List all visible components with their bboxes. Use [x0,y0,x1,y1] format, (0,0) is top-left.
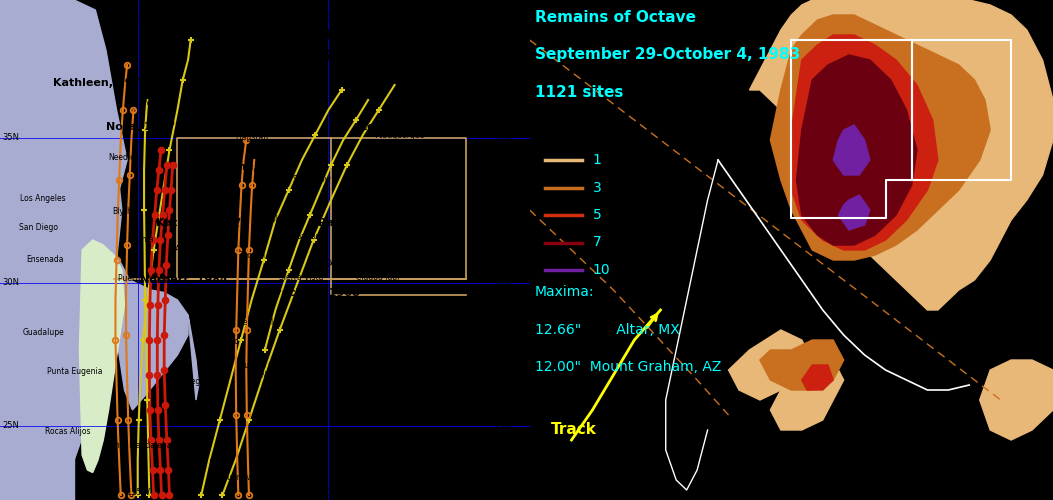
Text: 1: 1 [593,153,601,167]
Text: Maxima:: Maxima: [535,285,594,299]
Text: Hyacinth, 1968: Hyacinth, 1968 [265,288,359,298]
Text: Norbert, 1984: Norbert, 1984 [140,275,229,285]
Text: Safford: Safford [297,232,324,241]
Text: 3: 3 [593,180,601,194]
Text: Guadalupe: Guadalupe [22,328,64,337]
Text: 1121 sites: 1121 sites [535,85,623,100]
Text: Bahia Magdalena: Bahia Magdalena [105,442,172,450]
Text: Cuidad Obregon: Cuidad Obregon [239,362,301,370]
Text: Chihua: Chihua [381,326,409,334]
Text: Los Mochis: Los Mochis [278,392,320,401]
Text: 110W: 110W [316,14,340,23]
Text: Las Vegas: Las Vegas [130,98,168,107]
Text: 5: 5 [593,208,601,222]
Polygon shape [801,365,833,390]
Polygon shape [792,35,938,250]
Text: San Diego: San Diego [19,224,58,232]
Text: Remains of Octave: Remains of Octave [535,10,696,25]
Polygon shape [833,125,870,175]
Polygon shape [729,330,812,400]
Text: 110W: 110W [316,488,340,497]
Text: Los Angeles: Los Angeles [20,194,65,203]
Text: 7: 7 [593,236,601,250]
Text: Socorro: Socorro [381,196,411,205]
Text: La Paz: La Paz [198,458,222,468]
Text: Joanne, 1972: Joanne, 1972 [212,162,294,172]
Text: Rocas Alijos: Rocas Alijos [45,426,91,436]
Text: Raymond, 1989: Raymond, 1989 [318,218,415,228]
Text: Track: Track [551,422,596,438]
Text: Yuma: Yuma [134,234,154,244]
Text: Flagstaff: Flagstaff [236,133,270,142]
Polygon shape [74,0,127,260]
Polygon shape [979,360,1053,440]
Text: Kathleen, 1976: Kathleen, 1976 [53,78,148,88]
Polygon shape [771,15,990,260]
Text: 12.00"  Mount Graham, AZ: 12.00" Mount Graham, AZ [535,360,721,374]
Text: Tucson: Tucson [240,250,266,260]
Text: Navojoa: Navojoa [260,372,292,380]
Text: Culiacan: Culiacan [339,438,372,446]
Polygon shape [750,0,1053,310]
Text: Nora, 1997: Nora, 1997 [106,122,175,132]
Text: Santa: Santa [432,77,454,86]
Text: Buenavista: Buenavista [222,474,265,482]
Text: 115W: 115W [125,14,150,23]
Text: Ajo: Ajo [175,244,187,254]
Text: Puerto Penasco: Puerto Penasco [118,274,176,283]
Text: Sierra Vista: Sierra Vista [279,274,323,282]
Text: 12.66"        Altar, MX: 12.66" Altar, MX [535,322,679,336]
Text: 25N: 25N [3,422,20,430]
Text: Gila Bend: Gila Bend [186,232,223,241]
Polygon shape [188,315,199,400]
Polygon shape [760,340,843,390]
Text: 10: 10 [593,263,610,277]
Text: Hermosillo: Hermosillo [237,318,278,327]
Polygon shape [0,0,74,500]
Text: Globe: Globe [263,216,286,224]
Text: Phoenix: Phoenix [210,220,240,229]
Text: Mulege: Mulege [178,376,205,386]
Text: September 29-October 4, 1983: September 29-October 4, 1983 [535,48,800,62]
Text: Albuquerque: Albuquerque [376,130,425,140]
Text: Ciudad Juar: Ciudad Juar [356,274,400,282]
Polygon shape [796,55,917,245]
Text: Page: Page [276,50,294,58]
Text: Ensenada: Ensenada [26,256,64,264]
Text: Southern AZ
Composite Hits: Southern AZ Composite Hits [252,25,405,64]
Text: Show Low: Show Low [293,174,331,184]
Text: Bahia Kino: Bahia Kino [198,336,239,345]
Text: Blythe: Blythe [113,206,137,216]
Text: 115W: 115W [125,488,150,497]
Text: Punta Eugenia: Punta Eugenia [46,368,102,376]
Polygon shape [79,240,124,472]
Text: Cedar City: Cedar City [215,42,255,50]
Polygon shape [838,195,870,230]
Text: 35N: 35N [3,133,20,142]
Text: 35N: 35N [494,133,511,142]
Text: 30N: 30N [494,278,511,287]
Text: Deming: Deming [325,260,356,268]
Polygon shape [0,0,122,500]
Text: 30N: 30N [3,278,20,287]
Polygon shape [114,255,188,410]
Text: Katrina, 1967: Katrina, 1967 [156,218,241,228]
Text: Needles: Needles [108,152,139,162]
Text: St. George: St. George [188,62,229,70]
Text: 25N: 25N [494,422,511,430]
Text: Lester, 1992: Lester, 1992 [360,122,437,132]
Polygon shape [771,360,843,430]
